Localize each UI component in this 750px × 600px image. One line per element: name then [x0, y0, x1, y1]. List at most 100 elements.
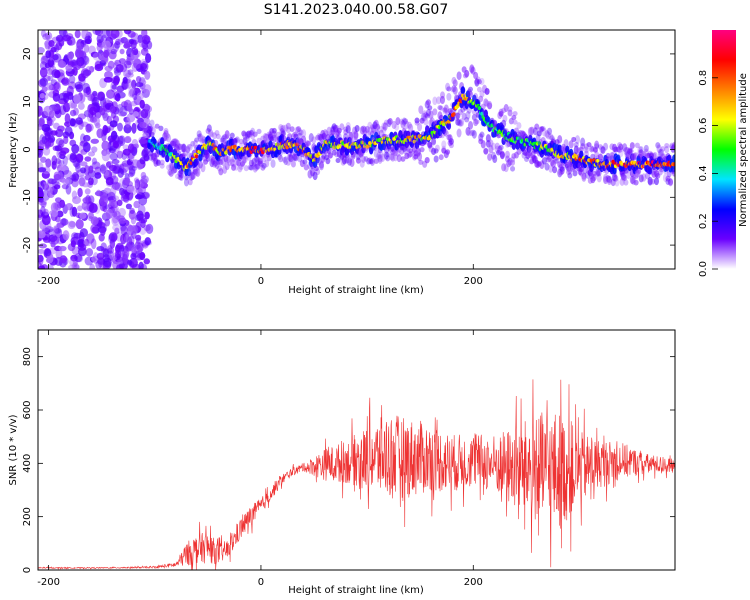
- heatmap-cell: [348, 131, 354, 141]
- heatmap-cell: [185, 145, 191, 154]
- heatmap-cell: [45, 158, 52, 168]
- heatmap-cell: [433, 155, 439, 163]
- heatmap-cell: [285, 160, 291, 166]
- heatmap-cell: [425, 99, 431, 106]
- heatmap-cell: [114, 249, 122, 259]
- heatmap-cell: [321, 133, 327, 141]
- heatmap-cell: [100, 166, 108, 174]
- spectrogram-x-axis-label: Height of straight line (km): [288, 285, 424, 296]
- heatmap-cell: [54, 70, 61, 79]
- heatmap-cell: [177, 143, 183, 151]
- heatmap-cell: [101, 151, 111, 162]
- heatmap-cell: [141, 30, 148, 39]
- heatmap-cell: [669, 142, 675, 150]
- heatmap-cell: [510, 165, 516, 172]
- heatmap-cell: [84, 35, 93, 45]
- spectrogram-y-ticks: -20 -10 0 10 20: [22, 48, 675, 253]
- heatmap-cell: [52, 122, 60, 130]
- heatmap-cell: [88, 165, 94, 174]
- heatmap-cell: [100, 163, 107, 175]
- heatmap-cell: [376, 154, 382, 160]
- heatmap-cell: [507, 157, 513, 166]
- heatmap-cell: [117, 122, 123, 132]
- heatmap-cell: [403, 146, 409, 155]
- heatmap-cell: [115, 63, 124, 73]
- heatmap-cell: [130, 216, 137, 225]
- heatmap-cell: [278, 155, 284, 163]
- heatmap-cell: [127, 143, 135, 154]
- heatmap-cell: [205, 153, 211, 162]
- heatmap-cell: [526, 151, 532, 157]
- heatmap-cell: [131, 79, 137, 89]
- heatmap-cell: [119, 187, 125, 196]
- heatmap-cell: [253, 156, 259, 163]
- heatmap-cell: [189, 166, 195, 173]
- x-tick-label: 200: [464, 577, 483, 588]
- heatmap-cell: [111, 181, 121, 190]
- heatmap-cell: [83, 134, 91, 142]
- x-tick-label: 0: [258, 577, 264, 588]
- heatmap-cell: [78, 174, 87, 184]
- heatmap-cell: [469, 64, 475, 73]
- heatmap-cell: [373, 158, 379, 164]
- heatmap-cell: [316, 157, 322, 166]
- heatmap-cell: [278, 123, 284, 131]
- heatmap-cell: [125, 203, 132, 210]
- heatmap-cell: [194, 154, 199, 159]
- heatmap-cell: [74, 159, 81, 169]
- heatmap-cell: [250, 134, 256, 140]
- heatmap-cell: [68, 264, 78, 269]
- heatmap-cell: [285, 122, 291, 130]
- heatmap-cell: [641, 173, 647, 182]
- heatmap-cell: [476, 79, 482, 85]
- heatmap-cell: [580, 143, 586, 150]
- heatmap-cell: [126, 190, 134, 201]
- heatmap-cell: [75, 43, 85, 50]
- heatmap-cell: [41, 86, 48, 92]
- heatmap-cell: [456, 71, 462, 81]
- heatmap-cell: [103, 76, 113, 83]
- heatmap-cell: [596, 158, 600, 163]
- heatmap-cell: [194, 157, 199, 166]
- heatmap-cell: [672, 154, 675, 163]
- heatmap-cell: [205, 128, 211, 134]
- heatmap-cell: [75, 153, 84, 163]
- heatmap-cell: [144, 105, 153, 113]
- x-tick-label: 200: [464, 276, 483, 287]
- heatmap-cell: [90, 238, 97, 250]
- heatmap-cell: [628, 148, 634, 154]
- heatmap-cell: [183, 178, 189, 187]
- heatmap-cell: [252, 131, 258, 137]
- heatmap-cell: [446, 121, 452, 130]
- heatmap-cell: [186, 144, 192, 150]
- heatmap-cell: [126, 259, 133, 266]
- heatmap-cell: [79, 167, 87, 174]
- heatmap-cell: [143, 224, 151, 232]
- y-tick-label: -10: [22, 189, 33, 205]
- heatmap-cell: [47, 186, 53, 198]
- heatmap-cell: [119, 48, 125, 55]
- heatmap-cell: [38, 196, 45, 203]
- heatmap-cell: [166, 164, 172, 171]
- heatmap-cell: [443, 104, 449, 113]
- heatmap-cell: [78, 177, 86, 187]
- chart-title: S141.2023.040.00.58.G07: [264, 2, 449, 18]
- heatmap-cell: [71, 173, 77, 182]
- heatmap-cell: [107, 247, 115, 254]
- heatmap-cell: [133, 58, 142, 70]
- heatmap-cell: [375, 123, 381, 130]
- colorbar-tick-label: 0.4: [698, 165, 709, 181]
- heatmap-cell: [154, 123, 160, 129]
- heatmap-cell: [40, 30, 47, 38]
- heatmap-cell: [70, 240, 77, 248]
- heatmap-cell: [427, 141, 433, 149]
- heatmap-cell: [61, 218, 67, 226]
- spectrogram-x-ticks: -200 0 200: [37, 30, 483, 287]
- heatmap-cell: [636, 169, 642, 175]
- snr-series-path: [38, 379, 675, 570]
- heatmap-cell: [59, 255, 68, 264]
- heatmap-cell: [69, 109, 77, 117]
- heatmap-cell: [465, 127, 471, 136]
- heatmap-cell: [183, 174, 189, 181]
- heatmap-cell: [339, 123, 345, 131]
